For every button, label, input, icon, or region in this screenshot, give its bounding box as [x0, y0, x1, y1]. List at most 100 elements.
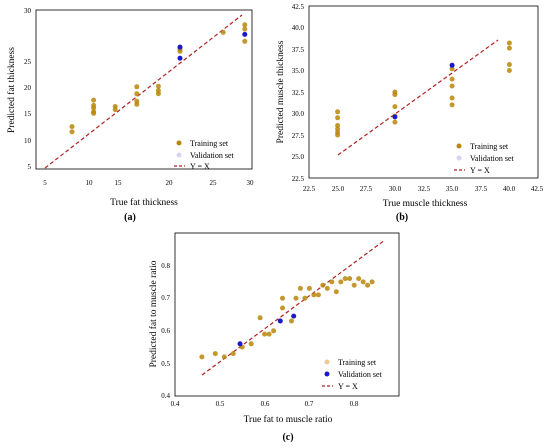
training-point	[266, 331, 272, 337]
legend-marker-validation	[176, 152, 182, 158]
training-point	[335, 115, 341, 121]
x-tick-label: 0.8	[350, 400, 359, 408]
legend-a: Training set Validation set Y = X	[174, 139, 235, 171]
training-point	[302, 295, 308, 301]
training-point	[392, 119, 398, 125]
validation-point	[237, 341, 243, 347]
x-tick-label: 22.5	[303, 185, 316, 193]
training-point	[69, 129, 75, 135]
validation-point	[242, 31, 248, 37]
training-point	[242, 26, 248, 32]
x-tick-label: 30.0	[389, 185, 402, 193]
x-tick-label: 42.5	[531, 185, 544, 193]
training-point	[392, 104, 398, 110]
x-tick-label: 0.5	[216, 400, 225, 408]
training-point	[333, 289, 339, 295]
y-tick-label: 25.0	[292, 153, 305, 161]
y-axis-title-b: Predicted muscle thickness	[276, 40, 286, 143]
x-tick-label: 0.6	[261, 400, 270, 408]
training-point	[506, 62, 512, 67]
legend-label-identity: Y = X	[470, 166, 490, 175]
training-point	[91, 105, 97, 111]
y-tick-label: 20	[24, 84, 32, 92]
x-tick-labels-c: 0.4 0.5 0.6 0.7 0.8	[171, 400, 359, 408]
training-point	[369, 279, 375, 285]
training-point	[347, 276, 353, 282]
x-tick-label: 27.5	[360, 185, 373, 193]
y-tick-labels-a: 5 10 15 20 25 30	[24, 7, 32, 171]
y-tick-labels-b: 22.5 25.0 27.5 30.0 32.5 35.0 37.5 40.0 …	[292, 3, 305, 183]
training-point	[289, 318, 294, 324]
y-tick-label: 0.5	[161, 360, 170, 368]
training-point	[293, 295, 299, 301]
training-point	[320, 282, 326, 288]
training-point	[91, 97, 97, 103]
training-point	[212, 351, 218, 357]
y-tick-label: 22.5	[292, 175, 305, 183]
x-tick-labels-a: 5 10 15 20 25 30	[43, 179, 254, 187]
x-tick-label: 30	[247, 179, 255, 187]
legend-label-validation: Validation set	[190, 151, 235, 160]
training-point	[449, 102, 455, 108]
training-point	[177, 48, 183, 54]
x-tick-label: 25	[210, 179, 218, 187]
panel-label-a: (a)	[124, 212, 136, 223]
y-tick-label: 40.0	[292, 24, 305, 32]
training-point	[242, 38, 248, 44]
training-point	[242, 22, 248, 28]
training-point	[315, 292, 321, 298]
y-tick-label: 35.0	[292, 67, 305, 75]
panel-c: 0.4 0.5 0.6 0.7 0.8 0.4 0.5 0.6 0.7 0.8 …	[148, 232, 400, 443]
plot-area-a	[35, 9, 253, 170]
training-point	[199, 354, 205, 360]
y-tick-label: 30	[24, 7, 32, 15]
identity-line-b	[337, 39, 499, 156]
x-tick-label: 37.5	[475, 185, 488, 193]
x-tick-label: 20	[166, 179, 174, 187]
markers-a	[69, 22, 248, 135]
legend-marker-training	[324, 359, 330, 365]
training-point	[134, 84, 140, 90]
validation-point	[177, 55, 183, 61]
training-point	[335, 123, 341, 128]
y-tick-label: 30.0	[292, 110, 305, 118]
x-tick-label: 0.4	[171, 400, 180, 408]
training-point	[306, 285, 312, 291]
identity-line-c	[201, 239, 386, 376]
training-point	[506, 68, 512, 73]
legend-marker-training	[456, 143, 462, 149]
validation-point	[291, 313, 297, 319]
panel-label-c: (c)	[282, 432, 293, 443]
legend-c: Training set Validation set Y = X	[322, 358, 383, 391]
training-point	[280, 295, 285, 301]
training-point	[262, 331, 268, 337]
x-tick-label: 15	[115, 179, 123, 187]
y-tick-label: 25	[24, 58, 32, 66]
training-point	[91, 110, 97, 116]
y-tick-label: 0.8	[161, 262, 170, 270]
x-tick-label: 35.0	[446, 185, 459, 193]
legend-label-training: Training set	[190, 139, 229, 148]
markers-c	[199, 276, 375, 360]
legend-marker-training	[176, 140, 182, 146]
y-tick-label: 0.4	[161, 392, 170, 400]
y-tick-label: 27.5	[292, 132, 305, 140]
training-point	[335, 132, 341, 138]
training-point	[280, 305, 285, 311]
y-axis-title-c: Predicted fat to muscle ratio	[148, 260, 159, 367]
training-point	[506, 45, 512, 51]
training-point	[155, 91, 161, 97]
y-tick-labels-c: 0.4 0.5 0.6 0.7 0.8	[161, 262, 170, 400]
training-point	[297, 285, 303, 291]
y-tick-label: 32.5	[292, 89, 305, 97]
y-tick-label: 15	[24, 110, 32, 118]
x-axis-title-b: True muscle thickness	[383, 199, 468, 209]
identity-line-a	[44, 14, 243, 169]
training-point	[69, 124, 75, 130]
legend-label-identity: Y = X	[190, 162, 210, 171]
legend-label-training: Training set	[338, 358, 377, 367]
markers-b	[335, 40, 512, 138]
x-axis-title-c: True fat to muscle ratio	[244, 414, 333, 425]
y-tick-label: 5	[28, 163, 32, 171]
x-tick-labels-b: 22.5 25.0 27.5 30.0 32.5 35.0 37.5 40.0 …	[303, 185, 544, 193]
